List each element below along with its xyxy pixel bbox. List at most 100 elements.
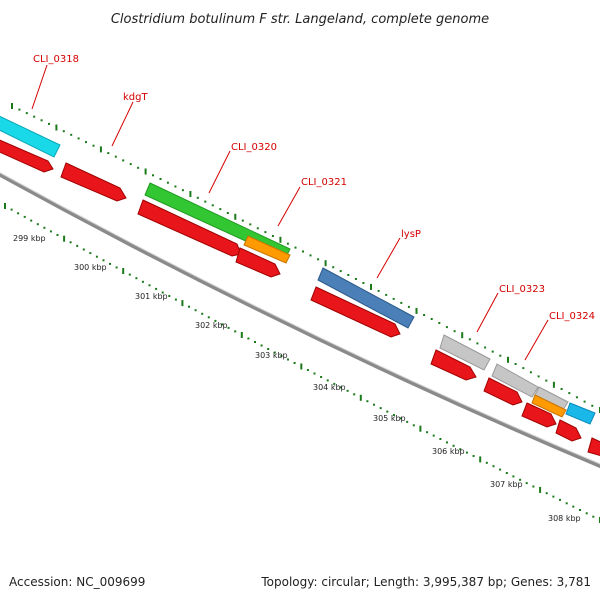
scale-dot <box>499 468 502 471</box>
gc-dot <box>271 235 274 237</box>
scale-dot <box>412 424 415 427</box>
scale-dot <box>234 330 237 333</box>
scale-dot <box>63 235 66 242</box>
orange-small-feature <box>531 394 567 418</box>
scale-dot <box>260 344 263 347</box>
scale-dot <box>313 372 316 375</box>
scale-label: 303 kbp <box>255 351 288 360</box>
cds-arrow <box>60 162 127 202</box>
gc-dot <box>166 181 169 184</box>
scale-dot <box>585 512 588 515</box>
scale-dot <box>221 323 223 326</box>
genome-backbone-highlight <box>0 172 600 465</box>
leader-lysp <box>376 237 401 279</box>
scale-dot <box>247 337 250 340</box>
gc-dot <box>461 332 464 339</box>
gc-dot <box>309 254 312 257</box>
scale-dot <box>214 319 217 322</box>
gc-dot <box>249 223 252 226</box>
gene-label: CLI_0324 <box>549 311 595 322</box>
gc-dot <box>583 400 586 403</box>
gc-dot <box>317 258 320 261</box>
accession-text: Accession: NC_009699 <box>9 575 145 589</box>
gc-dot <box>55 124 58 131</box>
scale-dot <box>174 298 177 301</box>
scale-dot <box>287 358 289 361</box>
scale-dot <box>10 208 13 211</box>
gc-dot <box>445 326 448 329</box>
gc-dot <box>211 204 214 207</box>
scale-dot <box>333 382 336 385</box>
scale-label: 301 kbp <box>135 292 168 301</box>
scale-label: 300 kbp <box>74 263 107 272</box>
scale-dot <box>207 316 210 319</box>
gc-dot <box>264 231 267 234</box>
scale-dot <box>227 326 230 329</box>
gc-dot <box>256 227 259 230</box>
gc-dot <box>107 152 110 155</box>
gc-dot <box>159 178 162 180</box>
scale-dot <box>273 351 276 354</box>
cds-arrow <box>310 286 401 338</box>
scale-labels: 299 kbp 300 kbp 301 kbp 302 kbp 303 kbp … <box>13 234 581 523</box>
scale-label: 305 kbp <box>373 414 406 423</box>
scale-dot <box>519 478 522 481</box>
gc-dot <box>568 392 571 395</box>
gc-dot <box>484 346 487 349</box>
scale-dot <box>254 341 256 343</box>
gene-label: CLI_0320 <box>231 142 277 153</box>
cds-arrow <box>137 199 242 257</box>
gc-dot <box>354 278 357 280</box>
scale-dot <box>76 244 79 247</box>
scale-label: 299 kbp <box>13 234 46 243</box>
scale-dot <box>306 369 309 371</box>
scale-dot <box>115 266 118 269</box>
gc-dot <box>385 293 388 296</box>
scale-dot <box>406 420 409 423</box>
scale-dot <box>49 230 52 233</box>
gene-cli-0324-feature <box>491 363 539 398</box>
scale-dot <box>30 219 33 222</box>
scale-dot <box>135 277 138 280</box>
scale-dot <box>446 441 448 444</box>
gc-dot <box>362 282 365 284</box>
gene-label: lysP <box>401 229 421 240</box>
gc-dot <box>85 141 87 144</box>
gc-dot <box>392 297 395 300</box>
gc-dot <box>226 212 229 214</box>
scale-dot <box>366 400 369 403</box>
gene-cli-0318-feature <box>0 115 61 158</box>
scale-dot <box>579 509 581 511</box>
gc-dot <box>137 166 140 169</box>
gc-dot <box>241 219 244 222</box>
genome-summary-text: Topology: circular; Length: 3,995,387 bp… <box>260 575 591 589</box>
gc-dot <box>70 133 73 136</box>
gc-dot <box>507 356 509 363</box>
gene-lysp-feature <box>317 267 415 329</box>
gc-dot <box>174 185 177 188</box>
gc-dot <box>514 363 517 365</box>
scale-dot <box>353 393 356 396</box>
gc-dot <box>377 289 380 292</box>
scale-dot <box>392 414 395 416</box>
scale-dot <box>426 431 429 434</box>
map-title: Clostridium botulinum F str. Langeland, … <box>111 12 489 27</box>
scale-dot <box>359 394 362 401</box>
gc-dot <box>294 246 297 249</box>
gc-dot <box>25 112 28 115</box>
scale-dot <box>472 455 475 457</box>
gc-dot <box>11 103 13 109</box>
gc-dot <box>491 350 494 353</box>
gc-dot <box>499 354 502 357</box>
scale-dot <box>339 386 342 389</box>
scale-dot <box>326 379 329 382</box>
scale-dot <box>267 348 270 350</box>
gc-dot <box>476 342 479 345</box>
cds-arrow <box>0 139 54 173</box>
gc-dot <box>234 213 237 220</box>
gc-dot <box>219 208 222 211</box>
gc-dot <box>552 381 555 388</box>
scale-dot <box>559 498 561 501</box>
gc-dot <box>545 379 548 382</box>
leader-cli-0318 <box>31 64 48 110</box>
